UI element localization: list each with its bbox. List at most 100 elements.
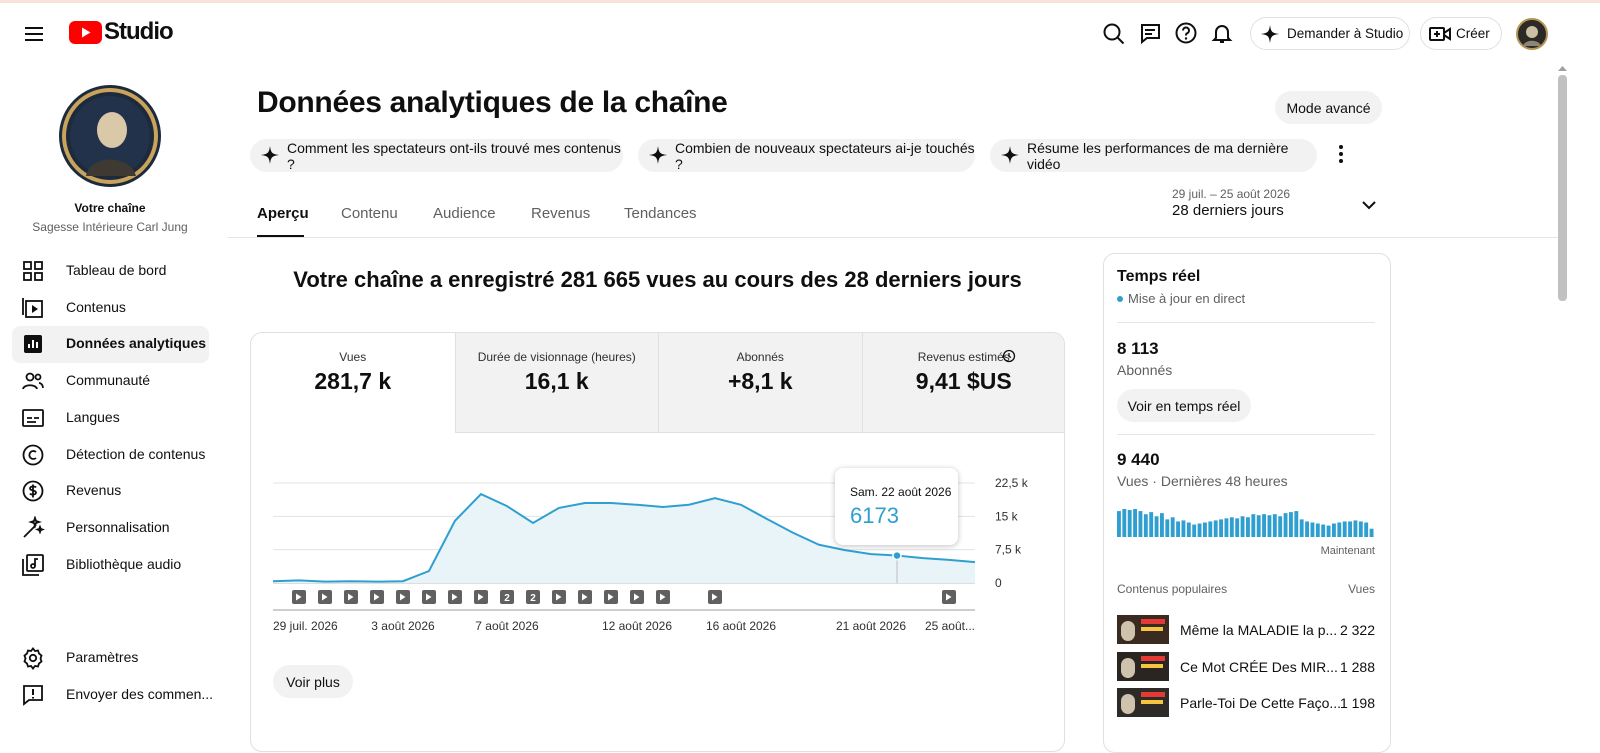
nav-item[interactable]: Paramètres	[66, 649, 139, 665]
hourly-bar	[1138, 511, 1143, 537]
thumbnail[interactable]	[1117, 651, 1169, 681]
upload-marker[interactable]: 2	[500, 590, 514, 604]
upload-marker[interactable]	[318, 590, 332, 604]
nav-item[interactable]: Communauté	[66, 372, 151, 389]
upload-marker[interactable]	[604, 590, 618, 604]
popular-title[interactable]: Même la MALADIE la p...	[1180, 622, 1338, 638]
feedback-icon[interactable]	[1138, 21, 1164, 47]
upload-marker[interactable]	[656, 590, 670, 604]
upload-marker[interactable]	[578, 590, 592, 604]
upload-marker[interactable]	[942, 590, 956, 604]
channel-avatar[interactable]	[58, 84, 162, 188]
upload-marker[interactable]: 2	[526, 590, 540, 604]
upload-marker[interactable]	[448, 590, 462, 604]
x-tick-label: 25 août...	[925, 619, 975, 633]
see-more-button[interactable]: Voir plus	[273, 665, 353, 698]
scroll-up[interactable]	[1557, 64, 1568, 72]
period-dropdown[interactable]	[1359, 195, 1379, 215]
hourly-bar	[1348, 521, 1352, 537]
popular-title[interactable]: Ce Mot CRÉE Des MIR...	[1180, 658, 1338, 675]
nav-icon	[22, 480, 44, 502]
nav-item[interactable]: Personnalisation	[66, 518, 170, 535]
play-icon	[556, 593, 562, 601]
nav-item[interactable]: Contenus	[66, 298, 126, 315]
upload-marker[interactable]	[474, 590, 488, 604]
nav-icon	[23, 647, 43, 670]
scrollbar-thumb[interactable]	[1558, 75, 1567, 301]
hourly-bar	[1165, 519, 1170, 537]
x-tick-label: 16 août 2026	[706, 619, 776, 633]
page-title: Données analytiques de la chaîne	[257, 86, 728, 119]
nav-icon	[23, 685, 43, 706]
thumbnail[interactable]	[1117, 688, 1169, 717]
menu-button[interactable]	[22, 22, 46, 46]
chart-layer: 0 7,5 k 15 k 22,5 k 2 2 29 juil. 2026 3 août 20…	[272, 476, 1374, 633]
thumbnail[interactable]	[1117, 615, 1169, 644]
create-button[interactable]: Créer	[1420, 17, 1502, 50]
nav-item[interactable]: Revenus	[66, 482, 122, 499]
realtime-button[interactable]: Voir en temps réel	[1117, 389, 1251, 422]
notifications-icon[interactable]	[1210, 21, 1236, 47]
upload-marker[interactable]	[396, 590, 410, 604]
advanced-mode-button[interactable]: Mode avancé	[1275, 91, 1382, 124]
views-column: Vues	[1348, 582, 1375, 596]
nav-item[interactable]: Envoyer des commen...	[66, 686, 214, 702]
hourly-bar	[1154, 516, 1159, 537]
metric-tab[interactable]: Revenus estimés 9,41 $US	[861, 333, 1064, 433]
nav-item[interactable]: Bibliothèque audio	[66, 555, 182, 572]
upload-marker[interactable]	[422, 590, 436, 604]
hourly-bar	[1213, 520, 1218, 537]
upload-marker[interactable]	[370, 590, 384, 604]
tab[interactable]: Contenu	[341, 205, 398, 222]
suggestion-text: Résume les performances de ma dernière v…	[1027, 139, 1289, 172]
tab[interactable]: Aperçu	[257, 205, 309, 222]
tab[interactable]: Audience	[433, 205, 496, 222]
play-icon	[400, 593, 406, 601]
divider	[1117, 434, 1375, 435]
thumbnail-face	[1121, 657, 1135, 678]
help-icon[interactable]	[1174, 21, 1200, 47]
tab[interactable]: Revenus	[531, 205, 591, 222]
hourly-bar	[1127, 510, 1132, 537]
tab[interactable]: Tendances	[624, 205, 697, 222]
play-icon	[582, 593, 588, 601]
nav-item[interactable]: Langues	[66, 408, 120, 425]
realtime-views-label: Vues · Dernières 48 heures	[1117, 473, 1288, 489]
ask-studio-button[interactable]: Demander à Studio	[1250, 17, 1410, 50]
hourly-bar	[1240, 516, 1245, 537]
popular-views: 1 198	[1339, 695, 1375, 711]
nav-item[interactable]: Données analytiques	[66, 335, 207, 352]
suggestion-chip[interactable]: Combien de nouveaux spectateurs ai-je to…	[638, 139, 975, 172]
youtube-logo[interactable]	[69, 21, 102, 44]
metric-tab[interactable]: Abonnés +8,1 k	[658, 333, 862, 433]
upload-marker[interactable]	[344, 590, 358, 604]
hourly-bar	[1305, 521, 1309, 537]
upload-marker[interactable]	[552, 590, 566, 604]
thumbnail-accent	[1141, 692, 1165, 697]
hourly-bar	[1122, 509, 1127, 537]
play-icon	[452, 593, 458, 601]
metric-tab[interactable]: Vues 281,7 k	[251, 333, 455, 433]
upload-marker[interactable]	[708, 590, 722, 604]
upload-marker-box	[500, 590, 514, 604]
popular-label: Contenus populaires	[1117, 582, 1228, 596]
metric-value: 9,41 $US	[915, 368, 1012, 394]
brand[interactable]: Studio	[104, 18, 174, 45]
search-icon[interactable]	[1101, 21, 1127, 47]
more-options[interactable]	[1331, 143, 1351, 165]
nav-item[interactable]: Détection de contenus	[66, 445, 206, 462]
hourly-bar	[1337, 522, 1342, 537]
hourly-bar	[1117, 511, 1121, 537]
popular-title[interactable]: Parle-Toi De Cette Faço...	[1180, 695, 1342, 711]
nav-icon	[22, 553, 44, 576]
account-avatar[interactable]	[1516, 18, 1548, 50]
hourly-bar	[1186, 522, 1191, 537]
upload-marker[interactable]	[292, 590, 306, 604]
hourly-bar	[1364, 522, 1369, 537]
upload-marker[interactable]	[630, 590, 644, 604]
suggestion-chip[interactable]: Résume les performances de ma dernière v…	[990, 139, 1317, 172]
suggestion-chip[interactable]: Comment les spectateurs ont-ils trouvé m…	[250, 139, 623, 172]
metric-tab[interactable]: Durée de visionnage (heures) 16,1 k	[454, 333, 658, 433]
nav-item[interactable]: Tableau de bord	[66, 262, 167, 278]
